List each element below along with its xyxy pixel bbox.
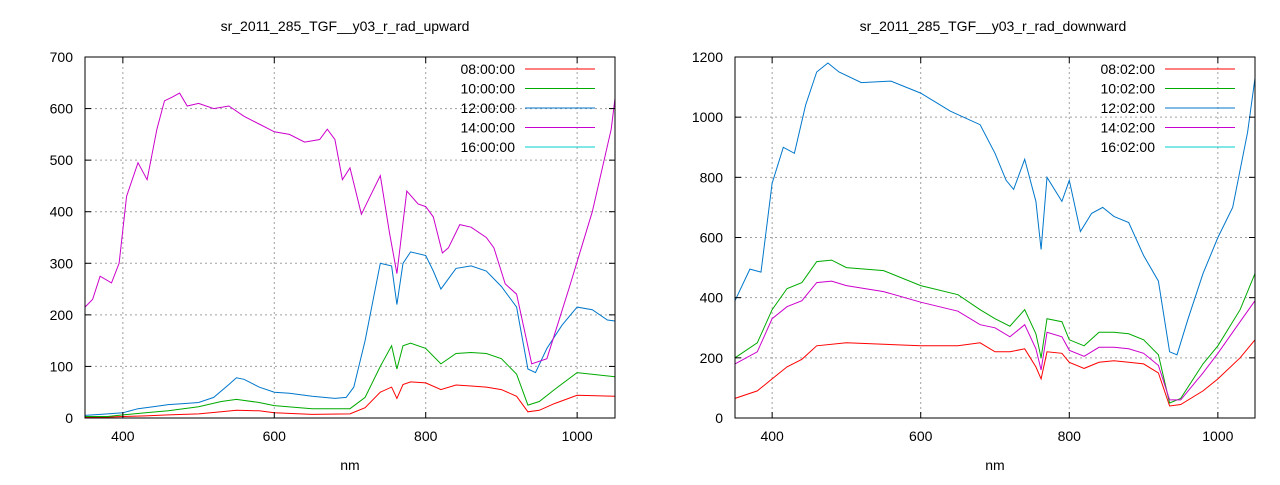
y-tick-label: 400 [50, 204, 74, 220]
y-tick-label: 400 [700, 290, 724, 306]
legend-label: 08:02:00 [1101, 61, 1156, 77]
legend-label: 12:02:00 [1101, 100, 1156, 116]
x-tick-label: 1000 [562, 428, 593, 444]
x-axis-label: nm [340, 457, 359, 473]
series-line-08-00-00 [85, 381, 616, 418]
y-tick-label: 200 [700, 350, 724, 366]
x-tick-label: 1000 [1202, 428, 1233, 444]
legend-label: 08:00:00 [461, 61, 516, 77]
y-tick-label: 700 [50, 49, 74, 65]
legend-label: 14:02:00 [1101, 120, 1156, 136]
x-tick-label: 400 [760, 428, 784, 444]
y-tick-label: 0 [715, 410, 723, 426]
y-tick-label: 500 [50, 152, 74, 168]
series-line-14-00-00 [84, 92, 616, 365]
x-axis-label: nm [985, 457, 1004, 473]
x-tick-label: 400 [111, 428, 135, 444]
x-tick-label: 800 [414, 428, 438, 444]
series-line-12-02-00 [734, 62, 1256, 356]
chart-panel-2: sr_2011_285_TGF__y03_r_rad_downward 400 60… [692, 18, 1256, 473]
legend-label: 10:00:00 [461, 81, 516, 97]
chart-panel-1: sr_2011_285_TGF__y03_r_rad_upward 400 600 8… [50, 18, 616, 473]
y-tick-label: 0 [65, 410, 73, 426]
y-tick-label: 1200 [692, 49, 723, 65]
chart-title: sr_2011_285_TGF__y03_r_rad_upward [221, 18, 470, 34]
series-line-14-02-00 [734, 280, 1256, 401]
x-tick-label: 600 [263, 428, 287, 444]
x-tick-label: 800 [1058, 428, 1082, 444]
chart-title: sr_2011_285_TGF__y03_r_rad_downward [860, 18, 1127, 34]
legend-label: 10:02:00 [1101, 81, 1156, 97]
y-tick-label: 600 [700, 230, 724, 246]
legend-label: 12:00:00 [461, 100, 516, 116]
series-line-08-02-00 [734, 339, 1256, 407]
legend-label: 14:00:00 [461, 120, 516, 136]
series-line-10-00-00 [85, 342, 616, 417]
x-tick-label: 600 [909, 428, 933, 444]
y-tick-label: 200 [50, 307, 74, 323]
y-tick-label: 600 [50, 101, 74, 117]
y-tick-label: 100 [50, 358, 74, 374]
series-line-12-00-00 [84, 251, 616, 416]
plot-frame [84, 56, 616, 419]
y-tick-label: 800 [700, 169, 724, 185]
legend-label: 16:02:00 [1101, 139, 1156, 155]
series-line-10-02-00 [734, 259, 1256, 404]
y-tick-label: 300 [50, 255, 74, 271]
y-tick-label: 1000 [692, 109, 723, 125]
legend-label: 16:00:00 [461, 139, 516, 155]
